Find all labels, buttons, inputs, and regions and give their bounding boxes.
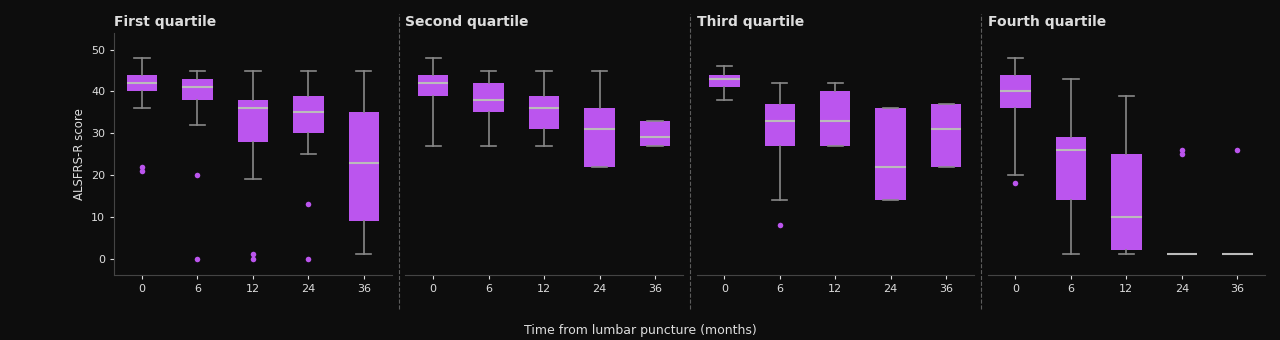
PathPatch shape: [709, 75, 740, 87]
PathPatch shape: [182, 79, 212, 100]
PathPatch shape: [348, 112, 379, 221]
PathPatch shape: [1000, 75, 1030, 108]
PathPatch shape: [931, 104, 961, 167]
PathPatch shape: [293, 96, 324, 133]
PathPatch shape: [584, 108, 614, 167]
PathPatch shape: [529, 96, 559, 129]
Text: Third quartile: Third quartile: [696, 15, 804, 29]
PathPatch shape: [764, 104, 795, 146]
PathPatch shape: [474, 83, 504, 112]
PathPatch shape: [876, 108, 906, 200]
Text: First quartile: First quartile: [114, 15, 216, 29]
PathPatch shape: [127, 75, 157, 91]
PathPatch shape: [238, 100, 269, 142]
PathPatch shape: [1111, 154, 1142, 250]
PathPatch shape: [1056, 137, 1087, 200]
Text: Time from lumbar puncture (months): Time from lumbar puncture (months): [524, 324, 756, 337]
Text: Second quartile: Second quartile: [406, 15, 529, 29]
PathPatch shape: [820, 91, 850, 146]
PathPatch shape: [419, 75, 448, 96]
Y-axis label: ALSFRS-R score: ALSFRS-R score: [73, 108, 86, 200]
PathPatch shape: [640, 121, 671, 146]
Text: Fourth quartile: Fourth quartile: [988, 15, 1106, 29]
